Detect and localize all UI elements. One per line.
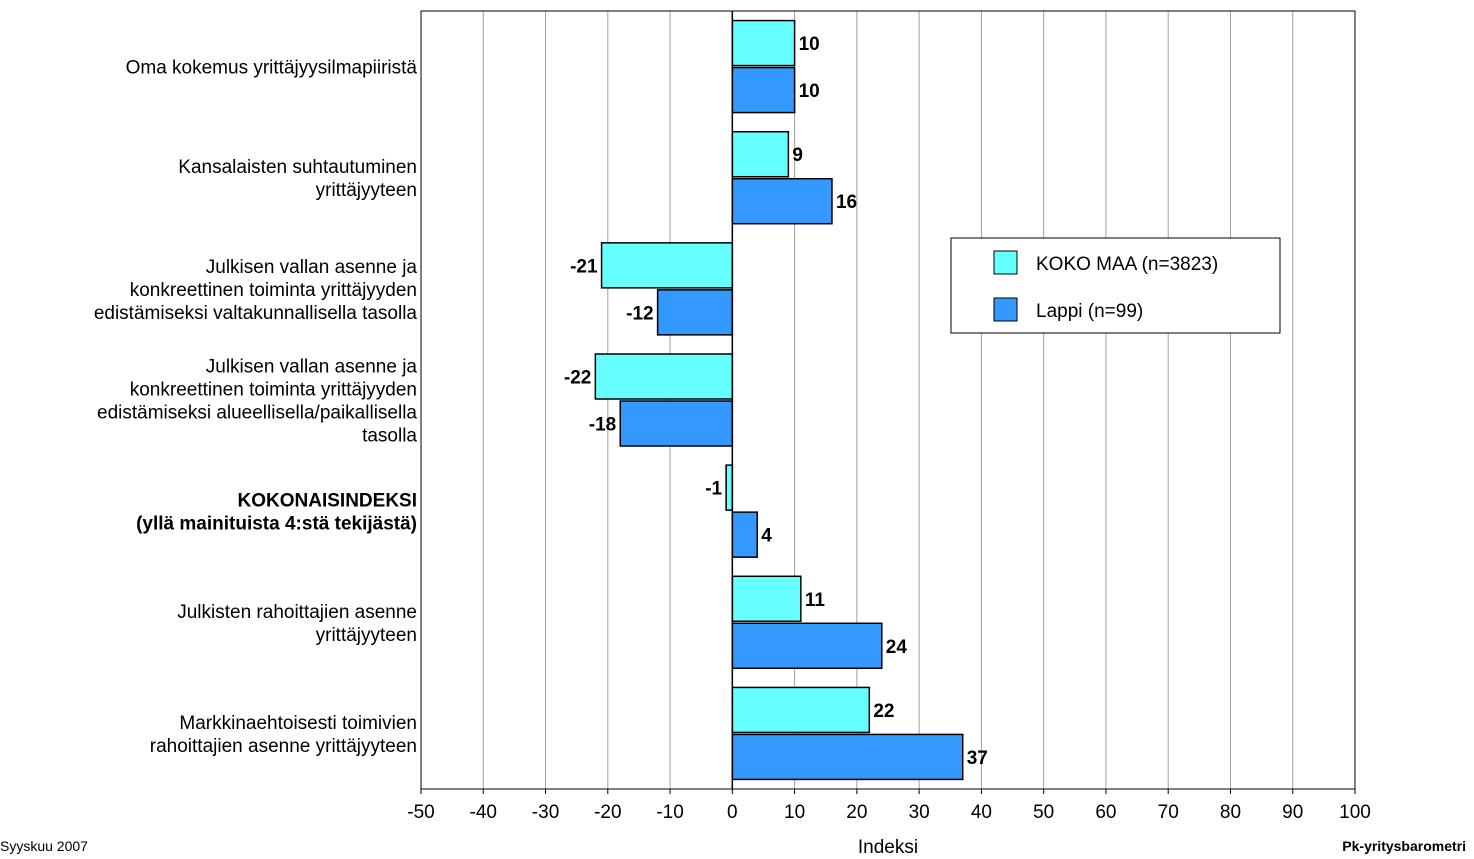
bar [731, 622, 883, 670]
data-label: 16 [836, 192, 857, 213]
category-label: Oma kokemus yrittäjyysilmapiiristä [126, 58, 418, 79]
bar [731, 733, 964, 781]
data-label: -1 [705, 479, 722, 500]
category-label: KOKONAISINDEKSI (yllä mainituista 4:stä t… [136, 491, 417, 535]
data-label: 4 [761, 526, 772, 547]
data-label: 24 [886, 637, 908, 658]
category-label: Markkinaehtoisesti toimivien rahoittajien… [150, 713, 417, 757]
category-label-line: (yllä mainituista 4:stä tekijästä) [136, 514, 417, 535]
category-label-line: yrittäjyyteen [316, 180, 417, 201]
category-label-line: konkreettinen toiminta yrittäjyyden [130, 380, 417, 401]
tick-label: 10 [784, 802, 805, 823]
x-axis-ticks: -50 -40 -30 -20 -10 0 10 20 30 40 50 60 70 80 90 100 [407, 789, 1371, 823]
bar [731, 575, 802, 623]
tick-label: 50 [1033, 802, 1054, 823]
category-label-line: Julkisen vallan asenne ja [206, 357, 418, 378]
tick-label: 70 [1158, 802, 1179, 823]
data-label: 10 [799, 34, 820, 55]
tick-label: 90 [1282, 802, 1303, 823]
category-label: Julkisen vallan asenne ja konkreettinen t… [97, 357, 417, 447]
bar [725, 464, 734, 511]
category-label-line: Julkisen vallan asenne ja [206, 257, 418, 278]
category-label-line: edistämiseksi valtakunnallisella tasolla [94, 303, 418, 324]
category-label: Julkisen vallan asenne ja konkreettinen t… [94, 257, 418, 324]
legend-swatch-koko-maa [993, 250, 1018, 275]
data-label: -22 [564, 368, 591, 389]
bar [600, 242, 734, 289]
legend: KOKO MAA (n=3823) Lappi (n=99) [950, 237, 1281, 334]
tick-label: -30 [532, 802, 559, 823]
tick-label: 40 [971, 802, 992, 823]
category-label-line: konkreettinen toiminta yrittäjyyden [130, 280, 417, 301]
bar [731, 177, 833, 225]
tick-label: 80 [1220, 802, 1241, 823]
data-label: -21 [570, 256, 598, 277]
x-axis-label: Indeksi [858, 837, 918, 858]
footer-source: Pk-yritysbarometri [1342, 838, 1466, 854]
tick-label: -10 [656, 802, 683, 823]
tick-label: 60 [1095, 802, 1116, 823]
category-label-line: tasolla [362, 426, 417, 447]
tick-label: 0 [727, 802, 738, 823]
tick-label: -40 [470, 802, 497, 823]
category-label-line: rahoittajien asenne yrittäjyyteen [150, 736, 417, 757]
bar [619, 400, 734, 447]
bars [594, 19, 964, 781]
data-label: -18 [589, 415, 616, 436]
legend-label-koko-maa: KOKO MAA (n=3823) [1036, 254, 1218, 275]
data-label: 9 [792, 145, 803, 166]
data-label: 22 [873, 701, 894, 722]
bar [731, 66, 796, 114]
data-label: 10 [799, 81, 820, 102]
category-label-line: KOKONAISINDEKSI [238, 491, 417, 512]
legend-swatch-lappi [993, 297, 1018, 322]
footer-date: Syyskuu 2007 [0, 838, 88, 854]
grid-lines [482, 11, 1294, 789]
category-label-line: Markkinaehtoisesti toimivien [179, 713, 417, 734]
value-labels: 10 9 -21 -22 -1 11 22 10 16 -12 -18 4 24 37 [564, 34, 988, 769]
plot-frame [420, 10, 1356, 790]
bar [731, 19, 796, 67]
bar [594, 353, 734, 400]
category-label-line: Oma kokemus yrittäjyysilmapiiristä [126, 58, 418, 79]
category-label-line: yrittäjyyteen [316, 625, 417, 646]
category-label: Kansalaisten suhtautuminen yrittäjyyteen [178, 157, 417, 201]
tick-label: -20 [594, 802, 621, 823]
bar [731, 511, 758, 558]
data-label: -12 [626, 303, 653, 324]
bar [731, 686, 871, 734]
tick-label: 30 [909, 802, 930, 823]
legend-label-lappi: Lappi (n=99) [1036, 301, 1143, 322]
category-label: Julkisten rahoittajien asenne yrittäjyyte… [177, 602, 417, 646]
tick-label: 100 [1339, 802, 1371, 823]
data-label: 37 [967, 748, 988, 769]
category-label-line: Julkisten rahoittajien asenne [177, 602, 417, 623]
bar [731, 130, 790, 178]
data-label: 11 [805, 590, 826, 611]
category-label-line: Kansalaisten suhtautuminen [178, 157, 417, 178]
tick-label: 20 [846, 802, 867, 823]
bar [656, 289, 734, 336]
category-label-line: edistämiseksi alueellisella/paikallisell… [97, 403, 417, 424]
category-labels: Oma kokemus yrittäjyysilmapiiristä Kansal… [94, 58, 418, 757]
tick-label: -50 [407, 802, 434, 823]
